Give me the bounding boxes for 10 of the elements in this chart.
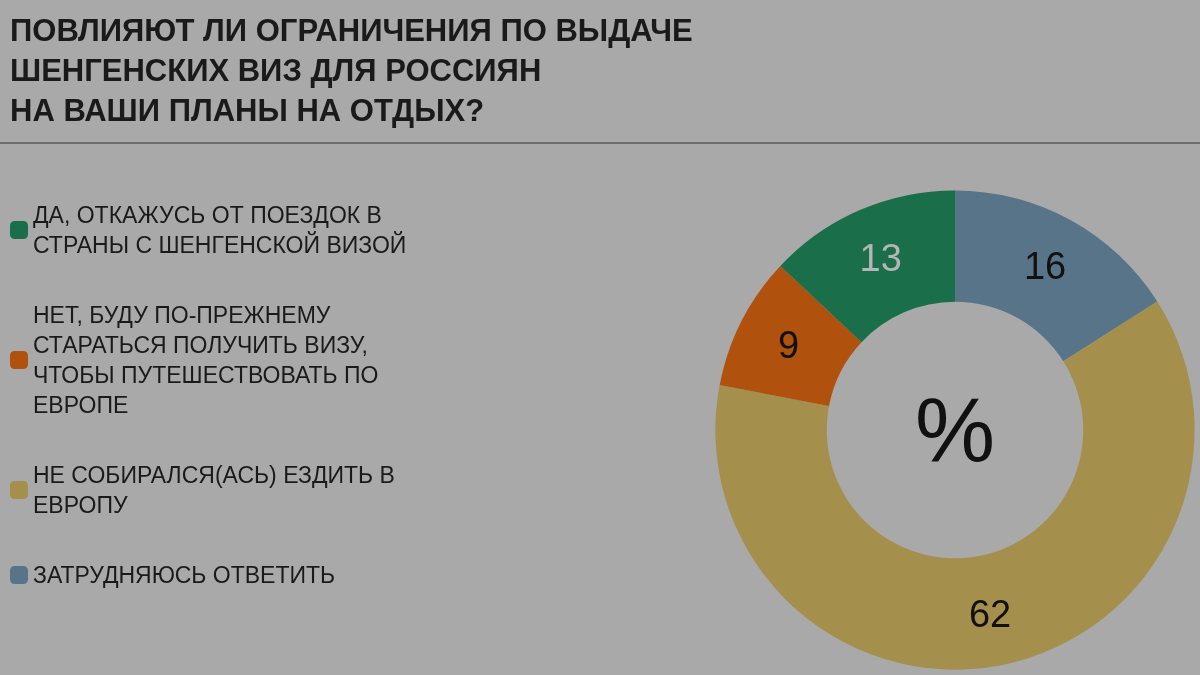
legend-label: ДА, ОТКАЖУСЬ ОТ ПОЕЗДОК В СТРАНЫ С ШЕНГЕНСКОЙ ВИЗОЙ	[33, 202, 407, 258]
data-label: 16	[1023, 245, 1067, 288]
legend-label: НЕТ, БУДУ ПО-ПРЕЖНЕМУ СТАРАТЬСЯ ПОЛУЧИТЬ ВИЗУ, ЧТОБЫ ПУТЕШЕСТВОВАТЬ ПО ЕВРОПЕ	[33, 302, 385, 418]
data-label: 9	[777, 324, 800, 367]
legend-label: НЕ СОБИРАЛСЯ(АСЬ) ЕЗДИТЬ В ЕВРОПУ	[33, 462, 402, 518]
data-label: 62	[968, 592, 1012, 635]
legend-label: ЗАТРУДНЯЮСЬ ОТВЕТИТЬ	[33, 562, 336, 588]
text: %	[914, 380, 996, 480]
data-label: 13	[859, 237, 902, 280]
chart-title: ПОВЛИЯЮТ ЛИ ОГРАНИЧЕНИЯ ПО ВЫДАЧЕ ШЕНГЕНСКИХ ВИЗ ДЛЯ РОССИЯН НА ВАШИ ПЛАНЫ НА ОТДЫХ?	[10, 12, 693, 128]
